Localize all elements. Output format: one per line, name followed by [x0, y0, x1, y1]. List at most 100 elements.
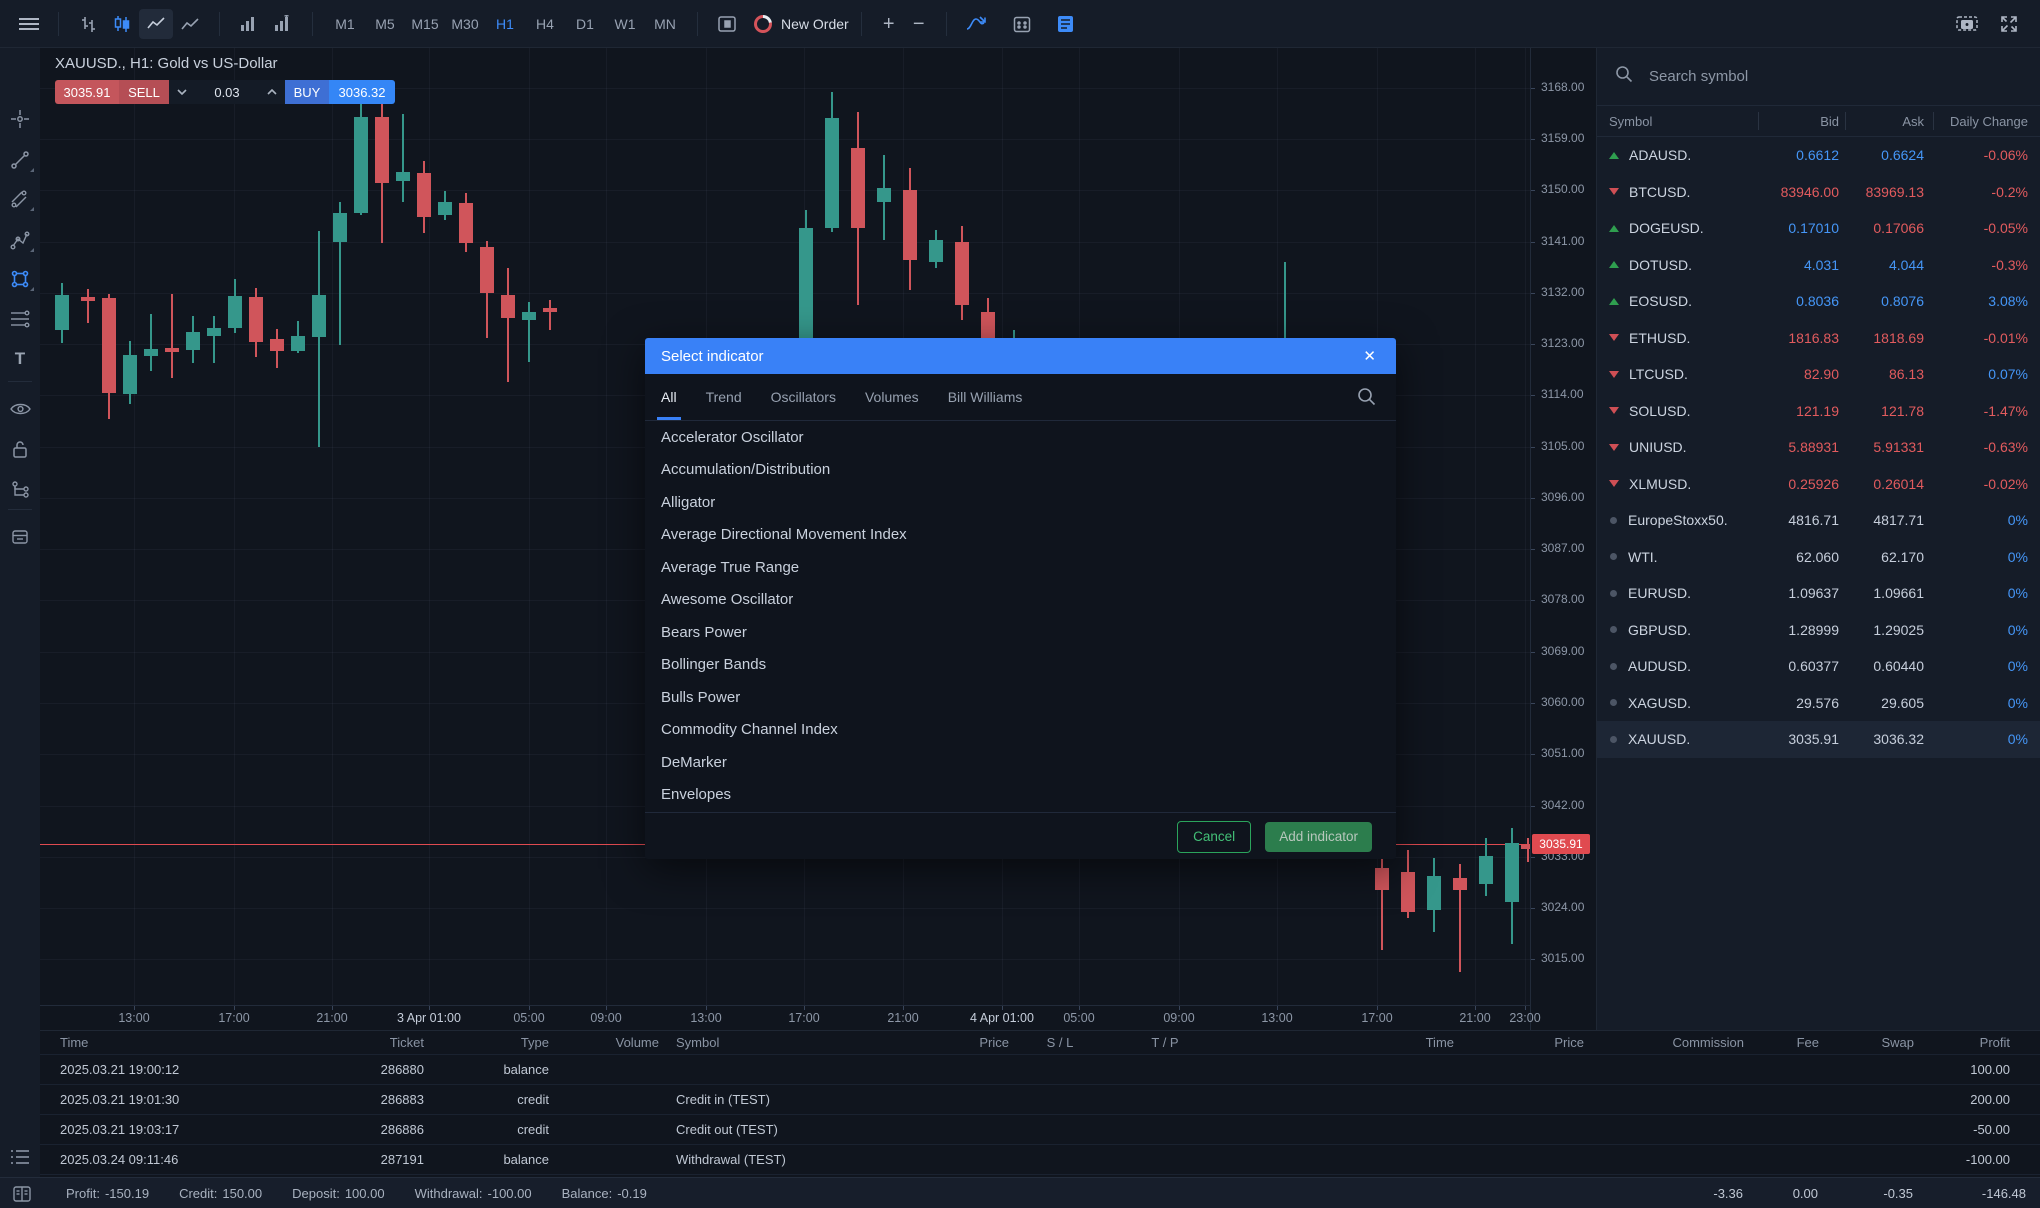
- time-axis[interactable]: 13:00 17:00 21:00 3 Apr 01:00 05:00 09:00 13:0…: [40, 1005, 1541, 1031]
- tick-volumes-icon[interactable]: [266, 9, 300, 39]
- volume-increase-icon[interactable]: [259, 80, 285, 104]
- indicator-tab[interactable]: Volumes: [864, 389, 919, 405]
- sell-button[interactable]: SELL: [119, 80, 169, 104]
- timeframe-button[interactable]: M1: [335, 15, 355, 32]
- candle-body: [825, 118, 839, 228]
- indicator-list-item[interactable]: Average Directional Movement Index: [661, 526, 907, 544]
- indicator-list-item[interactable]: Accelerator Oscillator: [661, 428, 804, 446]
- indicator-tab[interactable]: Trend: [705, 389, 742, 405]
- new-order-button[interactable]: New Order: [754, 14, 849, 33]
- volumes-icon[interactable]: [232, 9, 266, 39]
- trendline-tool-icon[interactable]: [6, 146, 34, 174]
- trade-list-icon[interactable]: [6, 1143, 34, 1171]
- timeframe-button[interactable]: M5: [375, 15, 395, 32]
- channels-tool-icon[interactable]: [6, 185, 34, 213]
- indicator-tab[interactable]: Oscillators: [770, 389, 836, 405]
- candlestick-chart-type-icon[interactable]: [105, 9, 139, 39]
- market-watch-row[interactable]: EuropeStoxx50. 4816.71 4817.71 0%: [1597, 502, 2040, 539]
- market-watch-row[interactable]: ADAUSD. 0.6612 0.6624 -0.06%: [1597, 137, 2040, 174]
- market-watch-row[interactable]: AUDUSD. 0.60377 0.60440 0%: [1597, 648, 2040, 685]
- candle-body: [1453, 878, 1467, 890]
- market-watch-row[interactable]: DOGEUSD. 0.17010 0.17066 -0.05%: [1597, 210, 2040, 247]
- zoom-in-button[interactable]: +: [882, 12, 895, 35]
- market-watch-row[interactable]: ETHUSD. 1816.83 1818.69 -0.01%: [1597, 320, 2040, 357]
- history-row[interactable]: 2025.03.21 19:03:17 286886 credit Credit…: [40, 1114, 2040, 1144]
- dialog-header[interactable]: Select indicator ✕: [645, 338, 1396, 374]
- history-row[interactable]: 2025.03.24 09:11:46 287191 balance Withd…: [40, 1144, 2040, 1174]
- timeframe-button[interactable]: H4: [536, 15, 554, 32]
- cancel-button[interactable]: Cancel: [1177, 820, 1252, 853]
- sell-price[interactable]: 3035.91: [55, 80, 119, 104]
- indicator-list-item[interactable]: Bears Power: [661, 623, 747, 641]
- line-chart-type-icon[interactable]: [139, 8, 173, 39]
- market-watch-row[interactable]: XLMUSD. 0.25926 0.26014 -0.02%: [1597, 466, 2040, 503]
- indicator-list-item[interactable]: DeMarker: [661, 753, 727, 771]
- market-watch-row[interactable]: XAUUSD. 3035.91 3036.32 0%: [1597, 721, 2040, 758]
- timeframe-button[interactable]: W1: [614, 15, 636, 32]
- news-panel-icon[interactable]: [1049, 9, 1083, 39]
- market-watch-row[interactable]: GBPUSD. 1.28999 1.29025 0%: [1597, 612, 2040, 649]
- volume-value[interactable]: 0.03: [214, 84, 240, 100]
- remove-objects-icon[interactable]: [6, 523, 34, 551]
- indicator-list-item[interactable]: Envelopes: [661, 786, 732, 804]
- crosshair-icon[interactable]: [6, 105, 34, 133]
- history-row[interactable]: 2025.03.21 19:01:30 286883 credit Credit…: [40, 1084, 2040, 1114]
- ask-value: 0.26014: [1873, 475, 1924, 492]
- market-watch-row[interactable]: EOSUSD. 0.8036 0.8076 3.08%: [1597, 283, 2040, 320]
- zoom-out-button[interactable]: −: [912, 12, 925, 35]
- indicator-list-item[interactable]: Accumulation/Distribution: [661, 461, 831, 479]
- timeframe-button[interactable]: MN: [654, 15, 676, 32]
- indicators-icon[interactable]: [959, 9, 993, 39]
- calendar-icon[interactable]: [1005, 9, 1039, 39]
- buy-button[interactable]: BUY: [285, 80, 329, 104]
- sidebar-divider: [8, 381, 32, 382]
- volume-decrease-icon[interactable]: [169, 80, 195, 104]
- market-watch-row[interactable]: BTCUSD. 83946.00 83969.13 -0.2%: [1597, 174, 2040, 211]
- market-watch-row[interactable]: DOTUSD. 4.031 4.044 -0.3%: [1597, 247, 2040, 284]
- area-chart-type-icon[interactable]: [173, 9, 207, 39]
- polyline-tool-icon[interactable]: [6, 226, 34, 254]
- timeframe-button[interactable]: M30: [451, 15, 479, 32]
- object-tree-icon[interactable]: [6, 475, 34, 503]
- market-watch-row[interactable]: UNIUSD. 5.88931 5.91331 -0.63%: [1597, 429, 2040, 466]
- screenshot-icon[interactable]: [1950, 9, 1984, 39]
- shapes-tool-icon[interactable]: [6, 265, 34, 293]
- text-tool-icon[interactable]: T: [14, 349, 26, 368]
- search-input[interactable]: [1647, 66, 1951, 86]
- chart-shift-icon[interactable]: [710, 9, 744, 39]
- journal-icon[interactable]: [8, 1185, 36, 1202]
- indicator-list-item[interactable]: Alligator: [661, 493, 716, 511]
- indicator-list-item[interactable]: Average True Range: [661, 558, 800, 576]
- time-axis-label: 05:00: [1063, 1011, 1095, 1025]
- market-watch-row[interactable]: WTI. 62.060 62.170 0%: [1597, 539, 2040, 576]
- symbol-name: WTI.: [1628, 548, 1658, 565]
- fullscreen-icon[interactable]: [1992, 9, 2026, 39]
- add-indicator-button[interactable]: Add indicator: [1265, 821, 1372, 852]
- indicator-tab[interactable]: Bill Williams: [947, 389, 1023, 405]
- indicator-tab[interactable]: All: [657, 374, 681, 420]
- buy-price[interactable]: 3036.32: [329, 80, 395, 104]
- price-axis[interactable]: 3168.00 3159.00 3150.00 3141.00 3132.00 3123.…: [1530, 47, 1597, 1030]
- fibonacci-tool-icon[interactable]: [6, 305, 34, 333]
- bar-chart-type-icon[interactable]: [71, 9, 105, 39]
- timeframe-button[interactable]: D1: [576, 15, 594, 32]
- visibility-icon[interactable]: [6, 395, 34, 423]
- menu-icon[interactable]: [12, 9, 46, 39]
- market-watch-row[interactable]: XAGUSD. 29.576 29.605 0%: [1597, 685, 2040, 722]
- close-icon[interactable]: ✕: [1363, 348, 1376, 365]
- timeframe-button[interactable]: M15: [411, 15, 439, 32]
- market-watch-row[interactable]: SOLUSD. 121.19 121.78 -1.47%: [1597, 393, 2040, 430]
- indicator-list-item[interactable]: Bulls Power: [661, 688, 741, 706]
- indicator-list-item[interactable]: Bollinger Bands: [661, 656, 767, 674]
- timeframe-button[interactable]: H1: [496, 15, 514, 32]
- trend-icon: [1609, 407, 1619, 415]
- history-row[interactable]: 2025.03.21 19:00:12 286880 balance 100.0…: [40, 1054, 2040, 1084]
- lock-icon[interactable]: [6, 435, 34, 463]
- candle-wick: [87, 289, 89, 323]
- market-watch-row[interactable]: EURUSD. 1.09637 1.09661 0%: [1597, 575, 2040, 612]
- indicator-list-item[interactable]: Commodity Channel Index: [661, 721, 838, 739]
- indicator-search-icon[interactable]: [1357, 387, 1376, 411]
- grid-line-v: [1475, 47, 1476, 1005]
- indicator-list-item[interactable]: Awesome Oscillator: [661, 591, 794, 609]
- market-watch-row[interactable]: LTCUSD. 82.90 86.13 0.07%: [1597, 356, 2040, 393]
